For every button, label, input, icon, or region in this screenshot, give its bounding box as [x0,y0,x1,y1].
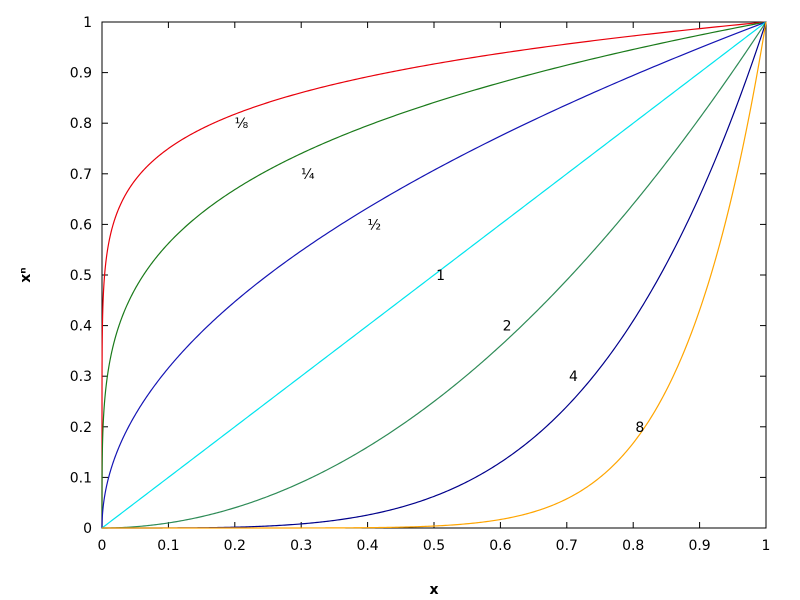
x-tick-label: 0.8 [622,538,644,554]
x-tick-label: 1 [762,538,771,554]
curve-exponent-0_25 [101,21,767,528]
y-axis-label: xⁿ [18,267,34,282]
x-tick-label: 0.1 [157,538,179,554]
y-tick-label: 0.3 [70,369,92,385]
x-tick-label: 0.3 [290,538,312,554]
y-tick-label: 0.2 [70,420,92,436]
x-tick-label: 0.7 [556,538,578,554]
x-tick-label: 0.6 [489,538,511,554]
curve-labels: ⅛ ¼ ½ 1 2 4 8 [235,116,645,436]
x-tick-label: 0.9 [688,538,710,554]
y-tick-label: 0.7 [70,167,92,183]
curve-exponent-0_125 [101,21,767,528]
curve-exponent-0_5 [101,21,767,528]
curve-label: ⅛ [235,116,249,132]
y-tick-label: 0.9 [70,66,92,82]
y-tick-label: 0.8 [70,116,92,132]
y-tick-label: 0.6 [70,217,92,233]
curve-exponent-2 [102,21,767,529]
y-tick-label: 0.1 [70,470,92,486]
y-tick-label: 0.4 [70,319,92,335]
x-axis-label: x [429,582,438,598]
x-tick-label: 0.4 [356,538,378,554]
curve-label: 4 [569,369,578,385]
y-tick-label: 0.5 [70,268,92,284]
x-tick-label: 0.5 [423,538,445,554]
curves [101,21,767,529]
curve-label: 2 [503,319,512,335]
y-tick-label: 1 [83,15,92,31]
curve-exponent-1 [101,21,767,529]
x-tick-label: 0.2 [224,538,246,554]
curve-label: ¼ [301,167,315,183]
y-tick-label: 0 [83,521,92,537]
curve-label: 8 [635,420,644,436]
curve-label: 1 [436,268,445,284]
curve-exponent-8 [102,21,767,529]
axis-ticks: 0 0.1 0.2 0.3 0.4 0.5 0.6 0.7 0.8 0.9 1 0 0.1 0.2 0.3 0… [70,15,771,554]
x-tick-label: 0 [98,538,107,554]
curve-label: ½ [367,217,381,233]
